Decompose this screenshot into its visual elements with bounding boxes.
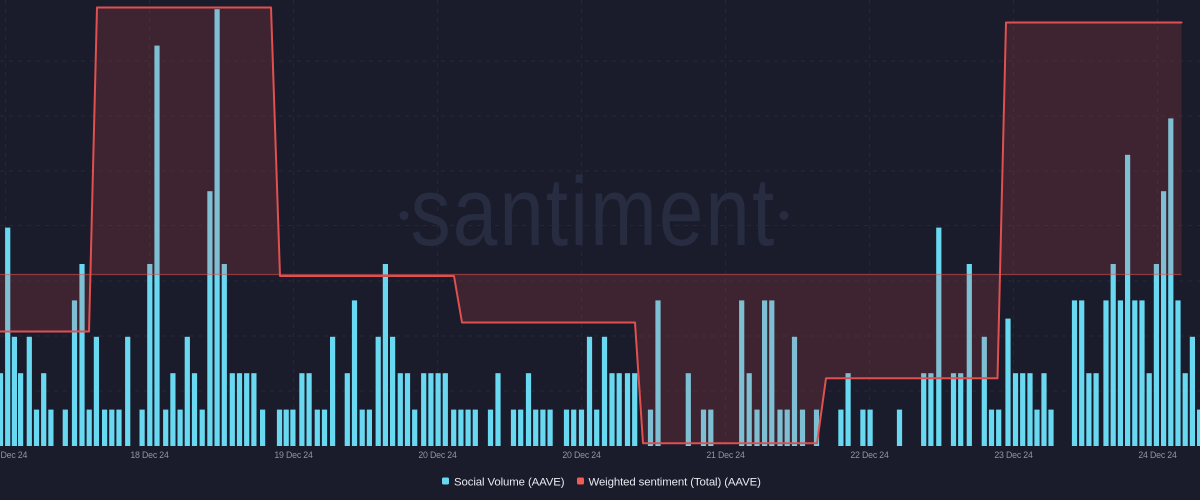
svg-text:santiment: santiment (411, 156, 777, 265)
svg-text:17 Dec 24: 17 Dec 24 (0, 450, 27, 460)
svg-text:18 Dec 24: 18 Dec 24 (130, 450, 169, 460)
svg-text:23 Dec 24: 23 Dec 24 (994, 450, 1033, 460)
svg-text:20 Dec 24: 20 Dec 24 (418, 450, 457, 460)
svg-text:Weighted sentiment (Total) (AA: Weighted sentiment (Total) (AAVE) (589, 477, 762, 489)
svg-text:21 Dec 24: 21 Dec 24 (706, 450, 745, 460)
svg-text:24 Dec 24: 24 Dec 24 (1138, 450, 1177, 460)
svg-text:22 Dec 24: 22 Dec 24 (850, 450, 889, 460)
svg-text:20 Dec 24: 20 Dec 24 (562, 450, 601, 460)
svg-text:Social Volume (AAVE): Social Volume (AAVE) (454, 477, 565, 489)
svg-text:19 Dec 24: 19 Dec 24 (274, 450, 313, 460)
